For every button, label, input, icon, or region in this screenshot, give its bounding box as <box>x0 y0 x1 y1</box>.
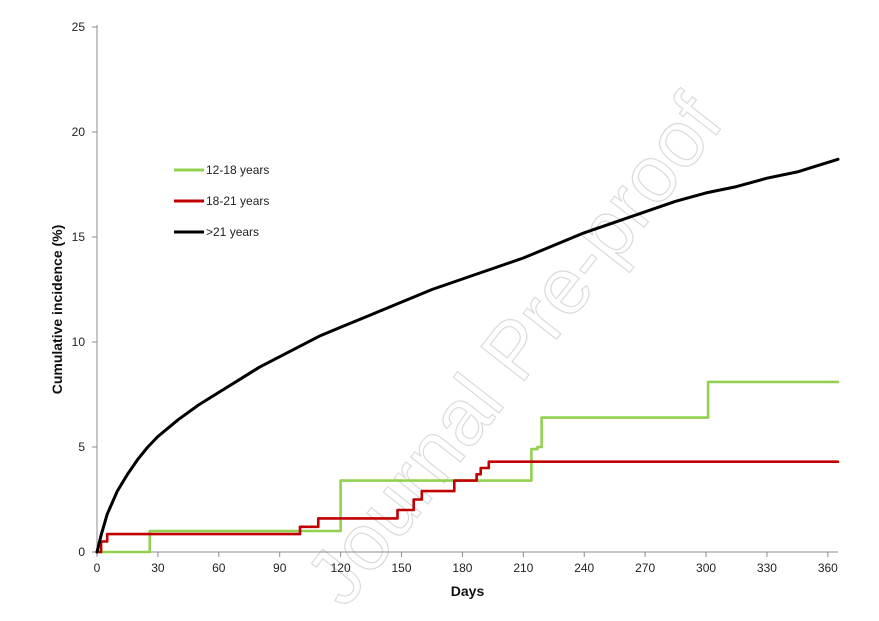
x-tick-label: 150 <box>392 561 412 575</box>
y-tick-label: 5 <box>78 440 85 454</box>
y-tick-label: 15 <box>72 230 86 244</box>
legend-label: 12-18 years <box>206 163 269 177</box>
series-line-1 <box>95 460 840 554</box>
legend-label: 18-21 years <box>206 194 269 208</box>
legend: 12-18 years 18-21 years >21 years <box>174 163 269 239</box>
series-line-2 <box>95 157 840 554</box>
series-line-0 <box>95 380 840 554</box>
y-tick-label: 10 <box>72 335 86 349</box>
y-tick-label: 0 <box>78 545 85 559</box>
y-tick-label: 20 <box>72 125 86 139</box>
x-tick-label: 330 <box>757 561 777 575</box>
x-tick-label: 360 <box>818 561 838 575</box>
x-tick-label: 180 <box>452 561 472 575</box>
legend-label: >21 years <box>206 225 259 239</box>
y-axis-title: Cumulative incidence (%) <box>49 225 65 395</box>
y-tick-label: 25 <box>72 20 86 34</box>
series-layer <box>95 157 840 554</box>
x-tick-label: 210 <box>513 561 533 575</box>
axes: 0 30 60 90 120 150 180 210 240 270 300 330 360 0 5 10 15… <box>72 20 839 575</box>
x-tick-label: 300 <box>696 561 716 575</box>
watermark: Journal Pre-proof <box>288 78 739 620</box>
x-tick-label: 90 <box>273 561 287 575</box>
x-tick-label: 120 <box>331 561 351 575</box>
x-tick-label: 270 <box>635 561 655 575</box>
x-tick-label: 30 <box>151 561 165 575</box>
x-tick-label: 240 <box>574 561 594 575</box>
x-tick-label: 0 <box>94 561 101 575</box>
x-tick-label: 60 <box>212 561 226 575</box>
x-axis-title: Days <box>451 583 485 599</box>
